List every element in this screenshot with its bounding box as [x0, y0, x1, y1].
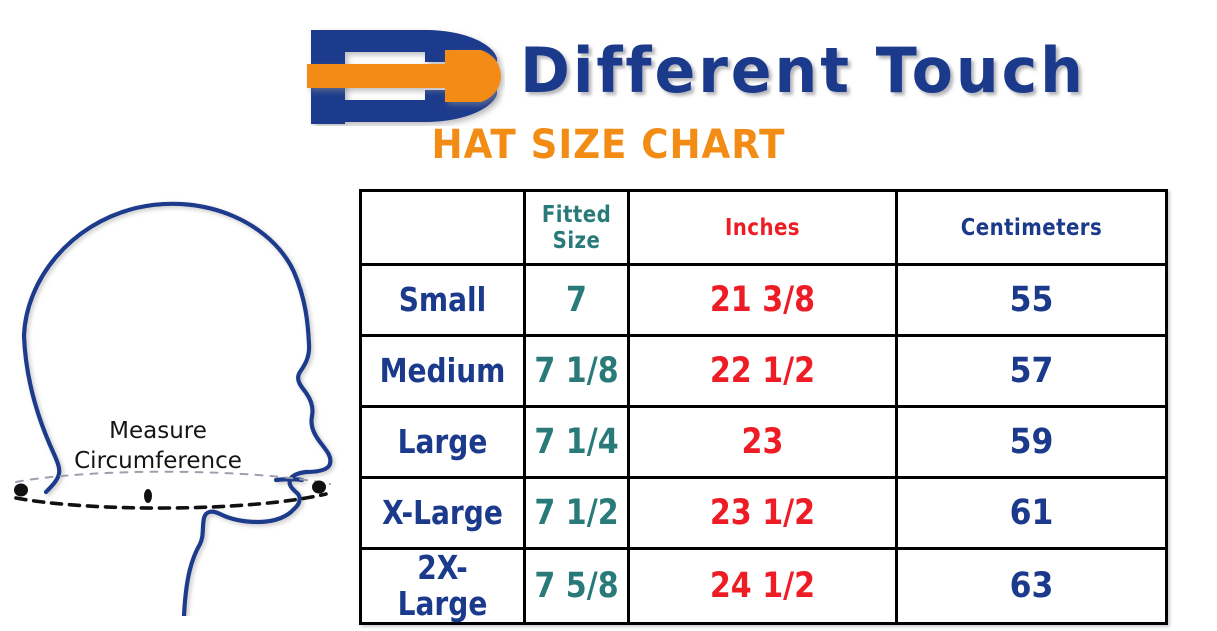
cell-size: 2X-Large — [359, 547, 526, 625]
measure-label-line1: Measure — [109, 418, 207, 444]
size-label: Small — [398, 280, 487, 319]
brand-header: Different Touch — [0, 0, 1217, 182]
header-fitted-line2: Size — [552, 227, 601, 254]
cell-fitted-size: 7 1/2 — [523, 476, 630, 550]
header-cell-centimeters: Centimeters — [895, 189, 1168, 266]
size-label: Medium — [379, 351, 506, 390]
head-profile-outline-icon: Measure Circumference — [0, 176, 352, 619]
hat-size-table: Fitted Size Inches Centimeters Small 7 2… — [359, 189, 1168, 625]
centimeters-value: 59 — [1009, 422, 1054, 462]
fitted-size-value: 7 5/8 — [534, 566, 619, 606]
table-row: X-Large 7 1/2 23 1/2 61 — [359, 476, 1168, 550]
header-fitted-line1: Fitted — [541, 201, 612, 228]
cell-inches: 22 1/2 — [627, 334, 898, 408]
cell-fitted-size: 7 1/4 — [523, 405, 630, 479]
fitted-size-value: 7 1/4 — [534, 422, 619, 462]
fitted-size-value: 7 1/2 — [534, 493, 619, 533]
cell-inches: 24 1/2 — [627, 547, 898, 625]
centimeters-value: 55 — [1009, 280, 1054, 320]
table-header-row: Fitted Size Inches Centimeters — [359, 189, 1168, 266]
table-row: Small 7 21 3/8 55 — [359, 263, 1168, 337]
inches-value: 21 3/8 — [709, 280, 816, 320]
page-title: HAT SIZE CHART — [431, 122, 786, 168]
cell-inches: 23 1/2 — [627, 476, 898, 550]
cell-fitted-size: 7 5/8 — [523, 547, 630, 625]
header-inches-label: Inches — [724, 214, 801, 241]
cell-size: Medium — [359, 334, 526, 408]
inches-value: 22 1/2 — [709, 351, 816, 391]
centimeters-value: 63 — [1009, 566, 1054, 606]
cell-centimeters: 57 — [895, 334, 1168, 408]
size-label: 2X-Large — [397, 548, 488, 623]
cell-size: Large — [359, 405, 526, 479]
cell-size: Small — [359, 263, 526, 337]
measure-label-line2: Circumference — [74, 448, 242, 474]
brand-name: Different Touch — [520, 34, 1086, 107]
cell-centimeters: 63 — [895, 547, 1168, 625]
header-centimeters-label: Centimeters — [960, 214, 1103, 241]
cell-centimeters: 59 — [895, 405, 1168, 479]
inches-value: 23 — [741, 422, 784, 462]
header-cell-inches: Inches — [627, 189, 898, 266]
cell-fitted-size: 7 1/8 — [523, 334, 630, 408]
cell-centimeters: 61 — [895, 476, 1168, 550]
table-row: Medium 7 1/8 22 1/2 57 — [359, 334, 1168, 408]
cell-centimeters: 55 — [895, 263, 1168, 337]
fitted-size-value: 7 — [566, 280, 587, 320]
centimeters-value: 57 — [1009, 351, 1054, 391]
inches-value: 24 1/2 — [709, 566, 816, 606]
size-label: Large — [397, 422, 488, 461]
cell-inches: 23 — [627, 405, 898, 479]
cell-fitted-size: 7 — [523, 263, 630, 337]
centimeters-value: 61 — [1009, 493, 1054, 533]
header-cell-blank — [359, 189, 526, 266]
table-row: 2X-Large 7 5/8 24 1/2 63 — [359, 547, 1168, 625]
inches-value: 23 1/2 — [709, 493, 816, 533]
table-row: Large 7 1/4 23 59 — [359, 405, 1168, 479]
header-cell-fitted-size: Fitted Size — [523, 189, 630, 266]
cell-size: X-Large — [359, 476, 526, 550]
different-touch-d-arrow-logo-icon — [305, 28, 505, 126]
fitted-size-value: 7 1/8 — [534, 351, 619, 391]
size-label: X-Large — [382, 493, 503, 532]
cell-inches: 21 3/8 — [627, 263, 898, 337]
measure-circumference-label: Measure Circumference — [28, 416, 288, 476]
